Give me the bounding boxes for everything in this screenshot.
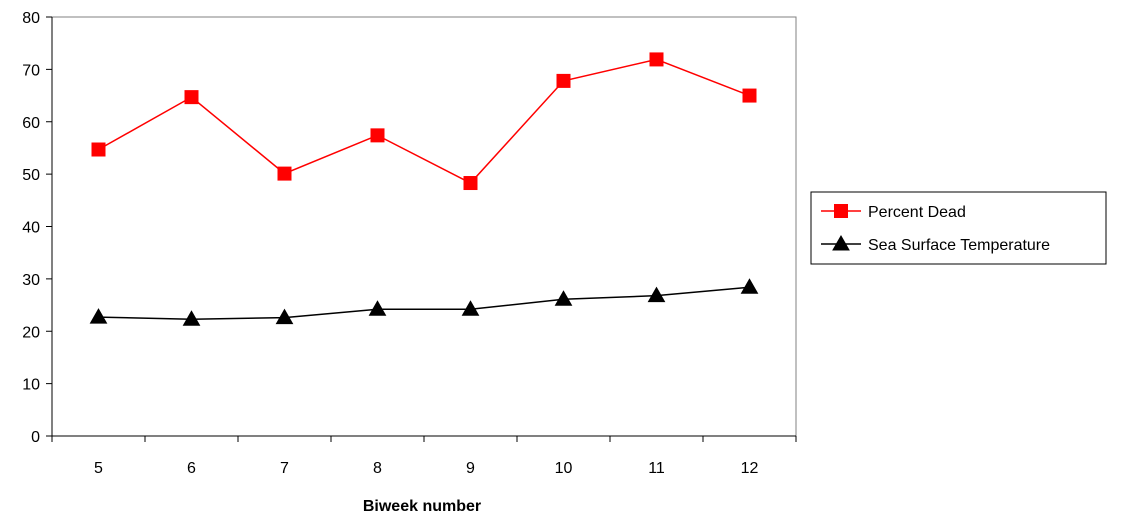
x-tick-label: 9: [466, 460, 475, 477]
y-tick-label: 10: [22, 377, 40, 394]
y-tick-label: 80: [22, 10, 40, 27]
series-percent-dead: [91, 52, 757, 191]
x-tick-label: 8: [373, 460, 382, 477]
data-point: [649, 52, 664, 67]
y-tick-label: 40: [22, 220, 40, 237]
legend: Percent Dead Sea Surface Temperature: [810, 191, 1107, 265]
series-sea-surface-temperature: [89, 278, 759, 326]
data-point: [370, 128, 385, 143]
legend-marker: [834, 204, 848, 218]
y-tick-label: 60: [22, 115, 40, 132]
x-tick-label: 11: [648, 460, 665, 477]
x-tick-label: 7: [280, 460, 289, 477]
axes: 0 10 20 30 40 50 60 70 80 5 6 7 8 9 10 11 12: [22, 10, 797, 477]
legend-label: Percent Dead: [868, 204, 966, 221]
x-tick-label: 6: [187, 460, 196, 477]
data-point: [275, 308, 294, 325]
data-point: [91, 142, 106, 157]
y-tick-label: 20: [22, 324, 40, 341]
legend-label: Sea Surface Temperature: [868, 237, 1050, 254]
data-point: [740, 278, 759, 294]
x-axis-title: Biweek number: [363, 498, 481, 515]
data-point: [463, 176, 478, 191]
x-tick-label: 10: [555, 460, 573, 477]
series-group: [89, 52, 759, 326]
y-tick-label: 70: [22, 62, 40, 79]
data-point: [182, 310, 201, 326]
series-line: [98, 286, 750, 320]
data-point: [461, 300, 480, 316]
data-point: [556, 73, 571, 88]
data-point: [647, 286, 666, 303]
data-point: [368, 300, 387, 316]
y-tick-label: 0: [31, 429, 40, 446]
data-point: [742, 88, 757, 103]
plot-area: [51, 16, 797, 437]
data-point: [184, 90, 199, 105]
data-point: [277, 166, 292, 181]
legend-box: [810, 191, 1107, 265]
legend-marker: [832, 234, 850, 251]
data-point: [554, 290, 573, 306]
x-tick-label: 12: [741, 460, 759, 477]
series-line: [98, 58, 750, 184]
plot-area-border: [51, 16, 797, 437]
data-point: [89, 308, 108, 324]
x-tick-label: 5: [94, 460, 103, 477]
y-tick-label: 50: [22, 167, 40, 184]
y-tick-label: 30: [22, 272, 40, 289]
